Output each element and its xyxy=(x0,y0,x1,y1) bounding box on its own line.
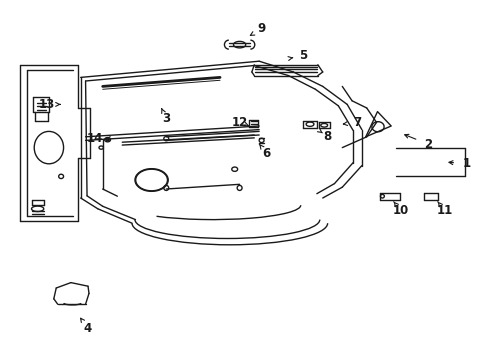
Text: 12: 12 xyxy=(231,116,247,129)
Text: 4: 4 xyxy=(84,322,92,335)
Text: 5: 5 xyxy=(299,49,306,62)
Text: 7: 7 xyxy=(352,116,360,129)
Text: 8: 8 xyxy=(323,130,331,143)
Text: 1: 1 xyxy=(462,157,470,170)
Text: 14: 14 xyxy=(87,132,103,145)
Text: 9: 9 xyxy=(257,22,265,35)
Text: 11: 11 xyxy=(436,204,452,217)
Text: 2: 2 xyxy=(423,138,431,150)
Text: 13: 13 xyxy=(38,98,55,111)
Text: 3: 3 xyxy=(162,112,170,125)
Text: 10: 10 xyxy=(392,204,408,217)
Text: 6: 6 xyxy=(262,147,270,159)
